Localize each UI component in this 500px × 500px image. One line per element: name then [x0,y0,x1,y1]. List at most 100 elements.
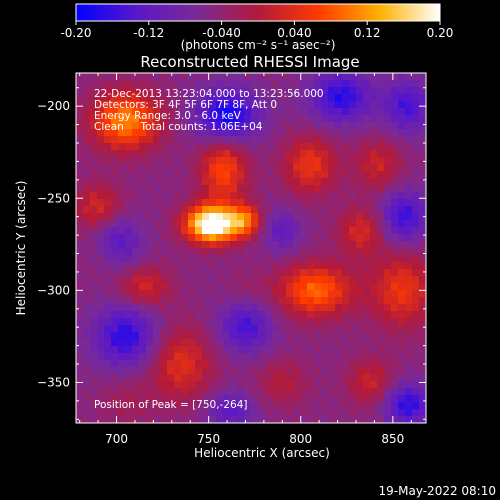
heatmap-cell [167,339,175,347]
heatmap-cell [356,164,364,172]
heatmap-cell [300,241,308,249]
annotation-peak-position: Position of Peak = [750,-264] [94,399,248,411]
heatmap-cell [272,150,280,158]
heatmap-cell [293,87,301,95]
heatmap-cell [342,395,350,403]
heatmap-cell [286,80,294,88]
heatmap-cell [146,234,154,242]
heatmap-cell [405,339,413,347]
heatmap-cell [223,157,231,165]
heatmap-cell [160,157,168,165]
heatmap-cell [398,360,406,368]
heatmap-cell [363,409,371,417]
heatmap-cell [349,360,357,368]
heatmap-cell [153,416,161,424]
heatmap-cell [300,101,308,109]
heatmap-cell [111,248,119,256]
heatmap-cell [363,136,371,144]
heatmap-cell [202,241,210,249]
heatmap-cell [258,199,266,207]
heatmap-cell [202,262,210,270]
heatmap-cell [384,269,392,277]
heatmap-cell [111,94,119,102]
heatmap-cell [195,87,203,95]
heatmap-cell [132,409,140,417]
heatmap-cell [132,234,140,242]
heatmap-cell [216,248,224,256]
heatmap-cell [405,213,413,221]
heatmap-cell [342,241,350,249]
heatmap-cell [349,311,357,319]
heatmap-cell [258,388,266,396]
heatmap-cell [356,94,364,102]
heatmap-cell [139,269,147,277]
heatmap-cell [174,213,182,221]
heatmap-cell [111,129,119,137]
heatmap-cell [125,409,133,417]
heatmap-cell [195,108,203,116]
heatmap-cell [272,360,280,368]
heatmap-cell [181,73,189,81]
heatmap-cell [419,346,427,354]
x-axis-tick-label: 750 [197,432,220,446]
heatmap-cell [195,220,203,228]
heatmap-cell [76,402,84,410]
heatmap-cell [202,353,210,361]
heatmap-cell [97,206,105,214]
heatmap-cell [237,87,245,95]
heatmap-cell [237,157,245,165]
heatmap-cell [244,283,252,291]
heatmap-cell [342,388,350,396]
heatmap-cell [104,101,112,109]
heatmap-cell [335,395,343,403]
heatmap-cell [83,108,91,116]
heatmap-cell [97,311,105,319]
heatmap-cell [97,185,105,193]
heatmap-cell [244,416,252,424]
heatmap-cell [272,220,280,228]
heatmap-cell [419,255,427,263]
heatmap-cell [216,150,224,158]
heatmap-cell [76,192,84,200]
heatmap-cell [349,374,357,382]
heatmap-cell [286,87,294,95]
y-axis-tick-label: −250 [37,191,70,205]
heatmap-cell [83,150,91,158]
heatmap-cell [272,374,280,382]
heatmap-cell [167,332,175,340]
heatmap-cell [188,311,196,319]
heatmap-cell [230,80,238,88]
heatmap-cell [104,220,112,228]
heatmap-cell [195,255,203,263]
heatmap-cell [384,388,392,396]
heatmap-cell [216,318,224,326]
annotation-energy-range: Energy Range: 3.0 - 6.0 keV [94,110,242,122]
heatmap-cell [384,255,392,263]
heatmap-cell [412,332,420,340]
heatmap-cell [349,241,357,249]
heatmap-cell [83,227,91,235]
heatmap-cell [377,80,385,88]
heatmap-cell [76,388,84,396]
heatmap-cell [335,143,343,151]
heatmap-cell [76,164,84,172]
heatmap-cell [174,143,182,151]
heatmap-cell [377,353,385,361]
heatmap-cell [125,80,133,88]
heatmap-cell [160,108,168,116]
heatmap-cell [111,395,119,403]
heatmap-cell [167,325,175,333]
heatmap-cell [321,367,329,375]
heatmap-cell [300,87,308,95]
heatmap-cell [216,227,224,235]
heatmap-cell [216,388,224,396]
heatmap-cell [405,388,413,396]
heatmap-cell [300,367,308,375]
annotation-block: 22-Dec-2013 13:23:04.000 to 13:23:56.000… [94,88,324,411]
heatmap-cell [181,346,189,354]
heatmap-cell [160,318,168,326]
heatmap-cell [377,192,385,200]
heatmap-cell [111,332,119,340]
heatmap-cell [412,220,420,228]
heatmap-cell [419,409,427,417]
